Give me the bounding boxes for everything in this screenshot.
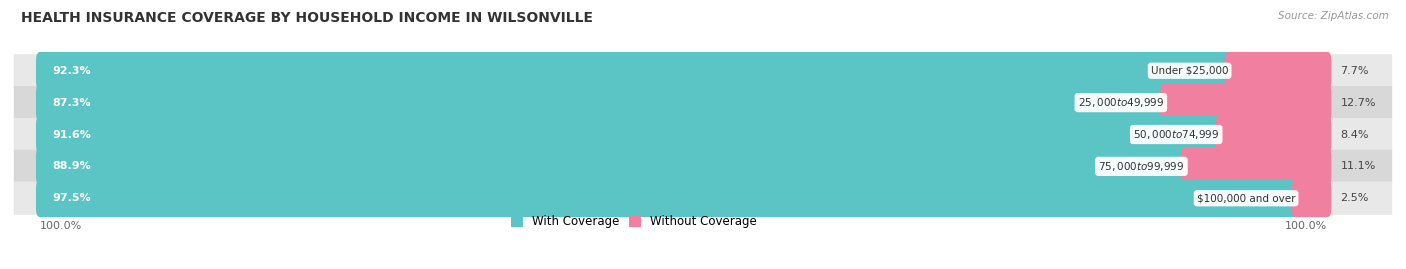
Text: $25,000 to $49,999: $25,000 to $49,999	[1077, 96, 1164, 109]
Text: 92.3%: 92.3%	[52, 66, 91, 76]
Text: 11.1%: 11.1%	[1340, 161, 1375, 171]
FancyBboxPatch shape	[14, 182, 1392, 215]
Text: 97.5%: 97.5%	[52, 193, 91, 203]
Text: 88.9%: 88.9%	[52, 161, 91, 171]
Text: 100.0%: 100.0%	[39, 221, 82, 231]
FancyBboxPatch shape	[1181, 148, 1331, 185]
Text: 12.7%: 12.7%	[1340, 98, 1376, 108]
FancyBboxPatch shape	[1225, 52, 1331, 90]
Text: 91.6%: 91.6%	[52, 129, 91, 140]
Text: 87.3%: 87.3%	[52, 98, 91, 108]
Text: Under $25,000: Under $25,000	[1152, 66, 1229, 76]
FancyBboxPatch shape	[37, 52, 1232, 90]
Text: 7.7%: 7.7%	[1340, 66, 1369, 76]
Text: $100,000 and over: $100,000 and over	[1197, 193, 1295, 203]
Text: $75,000 to $99,999: $75,000 to $99,999	[1098, 160, 1185, 173]
FancyBboxPatch shape	[14, 86, 1392, 119]
FancyBboxPatch shape	[1216, 116, 1331, 153]
Text: 100.0%: 100.0%	[1285, 221, 1327, 231]
Text: 2.5%: 2.5%	[1340, 193, 1369, 203]
FancyBboxPatch shape	[1160, 84, 1331, 121]
Legend: With Coverage, Without Coverage: With Coverage, Without Coverage	[510, 215, 758, 228]
FancyBboxPatch shape	[14, 150, 1392, 183]
FancyBboxPatch shape	[1292, 179, 1331, 217]
FancyBboxPatch shape	[37, 84, 1168, 121]
Text: $50,000 to $74,999: $50,000 to $74,999	[1133, 128, 1219, 141]
Text: HEALTH INSURANCE COVERAGE BY HOUSEHOLD INCOME IN WILSONVILLE: HEALTH INSURANCE COVERAGE BY HOUSEHOLD I…	[21, 11, 593, 25]
Text: Source: ZipAtlas.com: Source: ZipAtlas.com	[1278, 11, 1389, 21]
Text: 8.4%: 8.4%	[1340, 129, 1369, 140]
FancyBboxPatch shape	[14, 118, 1392, 151]
FancyBboxPatch shape	[37, 148, 1188, 185]
FancyBboxPatch shape	[37, 179, 1299, 217]
FancyBboxPatch shape	[37, 116, 1223, 153]
FancyBboxPatch shape	[14, 54, 1392, 87]
